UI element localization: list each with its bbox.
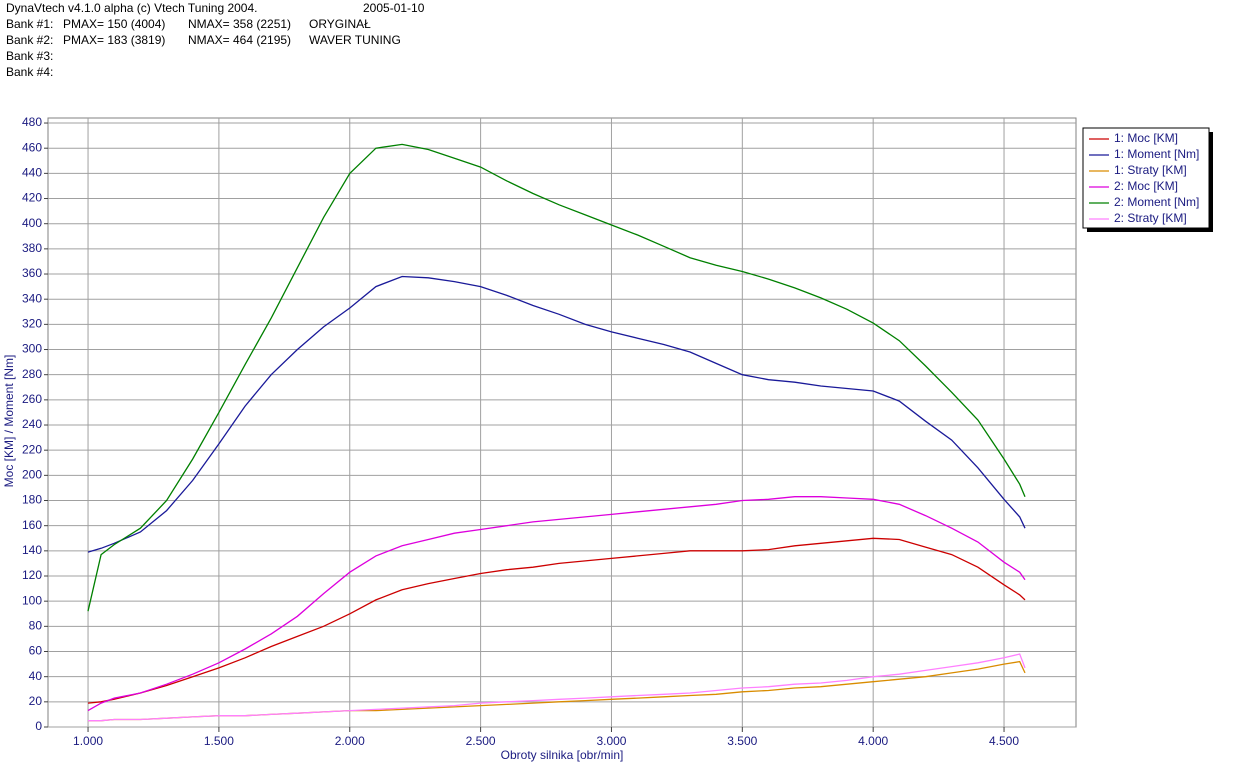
x-tick-label: 3.500: [727, 734, 757, 748]
bank-name: WAVER TUNING: [309, 33, 401, 47]
bank-nmax: NMAX= 464 (2195): [188, 33, 291, 47]
y-tick-label: 280: [22, 367, 42, 381]
series-line: [87, 496, 1026, 712]
bank-nmax: NMAX= 358 (2251): [188, 17, 291, 31]
bank-label: Bank #2:: [6, 33, 53, 47]
y-tick-label: 360: [22, 266, 42, 280]
y-tick-label: 320: [22, 317, 42, 331]
bank-label: Bank #3:: [6, 49, 53, 63]
legend-label: 1: Straty [KM]: [1114, 163, 1187, 177]
series-line: [87, 537, 1026, 704]
legend-label: 1: Moment [Nm]: [1114, 147, 1199, 161]
bank-pmax: PMAX= 150 (4004): [63, 17, 165, 31]
y-tick-label: 200: [22, 468, 42, 482]
plot-area: [47, 117, 1077, 728]
legend-box: [1082, 127, 1210, 229]
y-tick-label: 180: [22, 493, 42, 507]
bank-label: Bank #4:: [6, 65, 53, 79]
y-tick-label: 480: [22, 115, 42, 129]
y-tick-label: 400: [22, 216, 42, 230]
y-tick-label: 380: [22, 241, 42, 255]
x-tick-label: 4.500: [989, 734, 1019, 748]
y-tick-label: 420: [22, 191, 42, 205]
y-tick-label: 240: [22, 417, 42, 431]
bank-pmax: PMAX= 183 (3819): [63, 33, 165, 47]
legend-label: 2: Moc [KM]: [1114, 179, 1178, 193]
y-tick-label: 260: [22, 392, 42, 406]
y-tick-label: 460: [22, 140, 42, 154]
x-tick-label: 1.500: [204, 734, 234, 748]
x-tick-label: 1.000: [73, 734, 103, 748]
y-axis-label: Moc [KM] / Moment [Nm]: [2, 355, 16, 488]
y-tick-label: 40: [29, 669, 43, 683]
x-tick-label: 2.500: [466, 734, 496, 748]
y-tick-label: 300: [22, 342, 42, 356]
series-line: [87, 143, 1026, 612]
bank-label: Bank #1:: [6, 17, 53, 31]
x-axis-label: Obroty silnika [obr/min]: [501, 748, 624, 762]
x-tick-label: 4.000: [858, 734, 888, 748]
test-date: 2005-01-10: [363, 1, 425, 15]
y-tick-label: 220: [22, 442, 42, 456]
y-tick-label: 80: [29, 619, 43, 633]
y-tick-label: 140: [22, 543, 42, 557]
y-tick-label: 0: [35, 719, 42, 733]
series-line: [88, 653, 1026, 722]
legend-label: 1: Moc [KM]: [1114, 131, 1178, 145]
y-tick-label: 340: [22, 291, 42, 305]
legend-label: 2: Moment [Nm]: [1114, 195, 1199, 209]
y-tick-label: 20: [29, 694, 43, 708]
y-tick-label: 60: [29, 644, 43, 658]
legend-label: 2: Straty [KM]: [1114, 211, 1187, 225]
x-tick-label: 2.000: [335, 734, 365, 748]
series-line: [87, 275, 1026, 553]
app-title: DynaVtech v4.1.0 alpha (c) Vtech Tuning …: [6, 1, 258, 15]
x-tick-label: 3.000: [596, 734, 626, 748]
y-tick-label: 160: [22, 518, 42, 532]
bank-name: ORYGINAŁ: [309, 17, 371, 31]
y-tick-label: 440: [22, 166, 42, 180]
y-tick-label: 100: [22, 593, 42, 607]
y-tick-label: 120: [22, 568, 42, 582]
